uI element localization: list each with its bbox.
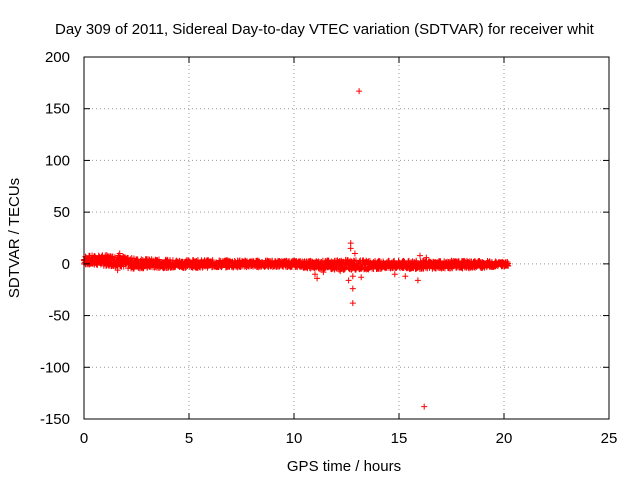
x-tick-label: 15 bbox=[391, 430, 408, 447]
y-tick-label: -150 bbox=[40, 411, 70, 428]
y-tick-label: -50 bbox=[48, 308, 70, 325]
data-series bbox=[81, 88, 512, 410]
outlier-point bbox=[349, 273, 356, 280]
outlier-point bbox=[314, 275, 321, 282]
outlier-point bbox=[337, 268, 344, 275]
data-point bbox=[505, 262, 512, 269]
chart-title: Day 309 of 2011, Sidereal Day-to-day VTE… bbox=[55, 21, 595, 38]
outlier-point bbox=[345, 277, 352, 284]
outlier-point bbox=[349, 285, 356, 292]
outlier-point bbox=[320, 269, 327, 276]
outlier-point bbox=[402, 273, 409, 280]
outlier-point bbox=[391, 271, 398, 278]
outlier-point bbox=[414, 277, 421, 284]
y-tick-label: 150 bbox=[45, 101, 70, 118]
x-tick-label: 25 bbox=[601, 430, 618, 447]
outlier-point bbox=[347, 240, 354, 247]
x-tick-label: 20 bbox=[496, 430, 513, 447]
y-tick-label: 50 bbox=[53, 204, 70, 221]
x-axis-label: GPS time / hours bbox=[287, 458, 401, 475]
outlier-point bbox=[423, 254, 430, 261]
outlier-point bbox=[291, 258, 297, 265]
outlier-point bbox=[114, 267, 121, 274]
y-tick-label: 100 bbox=[45, 152, 70, 169]
outlier-point bbox=[417, 252, 423, 259]
data-point bbox=[209, 257, 216, 264]
y-tick-label: -100 bbox=[40, 359, 70, 376]
y-tick-label: 0 bbox=[62, 256, 70, 273]
outlier-point bbox=[356, 88, 363, 95]
x-tick-label: 0 bbox=[80, 430, 88, 447]
x-tick-label: 10 bbox=[286, 430, 303, 447]
outlier-point bbox=[116, 250, 123, 257]
y-axis-label: SDTVAR / TECUs bbox=[6, 178, 23, 298]
data-point bbox=[504, 258, 511, 265]
grid-lines bbox=[84, 57, 609, 419]
axis-ticks: 0 5 10 15 20 25 -150 -100 -50 0 50 100 150 200 bbox=[40, 49, 617, 447]
outlier-point bbox=[351, 250, 358, 257]
outlier-point bbox=[421, 403, 428, 410]
data-point bbox=[133, 256, 140, 263]
outlier-point bbox=[349, 300, 356, 307]
outlier-point bbox=[347, 245, 354, 252]
plot-frame bbox=[83, 56, 610, 420]
outlier-point bbox=[358, 274, 365, 281]
outlier-point bbox=[312, 271, 318, 278]
y-tick-label: 200 bbox=[45, 49, 70, 66]
x-tick-label: 5 bbox=[185, 430, 193, 447]
